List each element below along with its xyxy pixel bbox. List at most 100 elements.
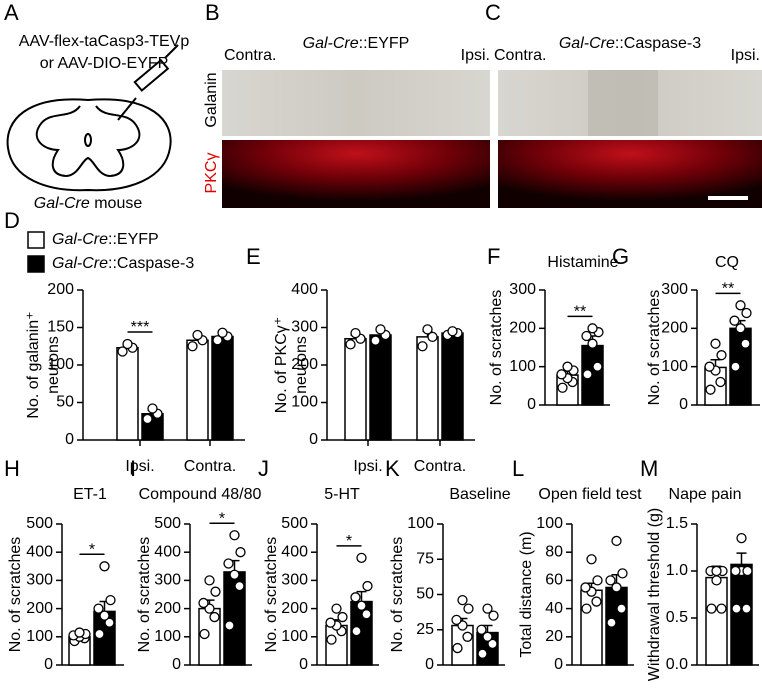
significance-label: * bbox=[219, 510, 225, 527]
error-bar bbox=[736, 552, 747, 565]
y-tick-label: 1.5 bbox=[666, 515, 688, 532]
chart-title: Histamine bbox=[547, 254, 618, 271]
y-axis-label: No. of scratches bbox=[646, 290, 663, 406]
chart-panel: K Baseline No. of scratches 0 25 50 75 100 bbox=[385, 456, 511, 673]
y-axis-label: No. of scratches bbox=[389, 537, 406, 653]
data-point bbox=[592, 575, 603, 586]
data-point bbox=[223, 558, 234, 569]
y-axis-label: No. of scratches bbox=[488, 290, 505, 406]
data-point bbox=[345, 339, 356, 350]
side-label: Ipsi. bbox=[461, 47, 490, 64]
y-tick-label: 200 bbox=[509, 320, 536, 337]
panel-title: Gal-Cre::Caspase-3 bbox=[559, 35, 701, 52]
legend-label: Gal-Cre::EYFP bbox=[52, 231, 159, 248]
data-point bbox=[212, 335, 223, 346]
data-point bbox=[606, 617, 617, 628]
bar bbox=[186, 339, 209, 441]
y-tick-label: 60 bbox=[545, 572, 563, 589]
y-tick-label: 150 bbox=[47, 319, 74, 336]
data-point bbox=[351, 626, 362, 637]
y-tick-label: 0 bbox=[309, 431, 318, 448]
y-axis-label: Total distance (m) bbox=[518, 531, 535, 657]
data-point bbox=[562, 361, 573, 372]
mouse-label-part: Gal-Cre bbox=[34, 195, 90, 212]
y-tick-label: 0.5 bbox=[666, 609, 688, 626]
panel-letter: L bbox=[512, 456, 524, 481]
y-tick-label: 100 bbox=[47, 356, 74, 373]
chart-panel: D No. of galanin⁺ neurons 0 50 100 150 200 Ipsi.… bbox=[4, 208, 245, 475]
y-axis-label: No. of galanin⁺ bbox=[25, 311, 42, 418]
data-point bbox=[730, 565, 741, 577]
y-tick-label: 100 bbox=[407, 515, 434, 532]
data-point bbox=[356, 600, 367, 611]
galanin-image bbox=[222, 70, 490, 136]
data-point bbox=[217, 327, 228, 338]
data-point bbox=[199, 628, 210, 640]
panel-letter: C bbox=[485, 0, 501, 25]
data-point bbox=[209, 611, 220, 623]
bar bbox=[416, 336, 439, 441]
data-point bbox=[104, 617, 115, 628]
data-point bbox=[742, 565, 753, 577]
y-tick-label: 100 bbox=[281, 628, 308, 645]
chart-panel: F Histamine No. of scratches 0 100 200 300 ** bbox=[487, 244, 619, 413]
pkc-image bbox=[222, 140, 490, 208]
bar bbox=[369, 334, 392, 441]
y-tick-label: 80 bbox=[545, 543, 563, 560]
y-tick-label: 200 bbox=[291, 356, 318, 373]
y-tick-label: 1.0 bbox=[666, 562, 688, 579]
y-axis-label: No. of scratches bbox=[263, 537, 280, 653]
title-part: ::EYFP bbox=[359, 35, 410, 52]
data-point bbox=[731, 603, 742, 614]
panel-letter: I bbox=[130, 456, 136, 481]
legend-label: Gal-Cre::Caspase-3 bbox=[52, 255, 194, 272]
data-point bbox=[705, 384, 716, 395]
y-tick-label: 0 bbox=[299, 656, 308, 673]
construct-label: AAV-flex-taCasp3-TEVp bbox=[19, 33, 190, 50]
y-tick-label: 300 bbox=[154, 572, 181, 589]
y-tick-label: 300 bbox=[661, 281, 688, 298]
y-tick-label: 0 bbox=[172, 656, 181, 673]
significance-label: ** bbox=[722, 281, 734, 298]
chart-panel: M Nape pain Withdrawal threshold (g) 0.0 0.5… bbox=[640, 456, 759, 681]
data-point bbox=[487, 638, 498, 649]
bar bbox=[211, 335, 234, 441]
y-tick-label: 100 bbox=[536, 515, 563, 532]
panel-letter: H bbox=[4, 456, 20, 481]
panel-letter: J bbox=[258, 456, 269, 481]
bar bbox=[730, 563, 753, 666]
data-point bbox=[229, 569, 240, 580]
y-tick-label: 300 bbox=[509, 281, 536, 298]
y-tick-label: 300 bbox=[281, 572, 308, 589]
data-point bbox=[580, 582, 591, 593]
data-point bbox=[488, 610, 499, 621]
data-point bbox=[716, 350, 727, 361]
data-point bbox=[729, 315, 740, 326]
chart-panel: E No. of PKCγ⁺ neurons 0 100 200 300 400 Ipsi. Co… bbox=[246, 244, 475, 475]
y-tick-label: 0 bbox=[65, 431, 74, 448]
data-point bbox=[192, 329, 203, 341]
panel-letter: D bbox=[4, 208, 20, 233]
title-part: Gal-Cre bbox=[303, 35, 359, 52]
y-axis-label: No. of scratches bbox=[136, 537, 153, 653]
data-point bbox=[557, 382, 568, 393]
side-label: Contra. bbox=[224, 47, 276, 64]
side-label: Ipsi. bbox=[731, 47, 760, 64]
data-point bbox=[370, 335, 381, 346]
y-tick-label: 100 bbox=[26, 628, 53, 645]
legend-swatch bbox=[27, 231, 45, 249]
data-point bbox=[356, 552, 367, 563]
data-point bbox=[711, 575, 722, 586]
data-point bbox=[611, 582, 622, 593]
side-label: Contra. bbox=[494, 47, 546, 64]
y-tick-label: 400 bbox=[154, 543, 181, 560]
x-tick-label: Contra. bbox=[184, 458, 236, 475]
data-point bbox=[234, 580, 245, 592]
y-tick-label: 0 bbox=[679, 396, 688, 413]
panel-letter: K bbox=[385, 456, 400, 481]
y-tick-label: 75 bbox=[416, 550, 434, 567]
chart-title: 5-HT bbox=[324, 486, 360, 503]
data-point bbox=[711, 565, 722, 577]
chart-title: Baseline bbox=[449, 486, 510, 503]
